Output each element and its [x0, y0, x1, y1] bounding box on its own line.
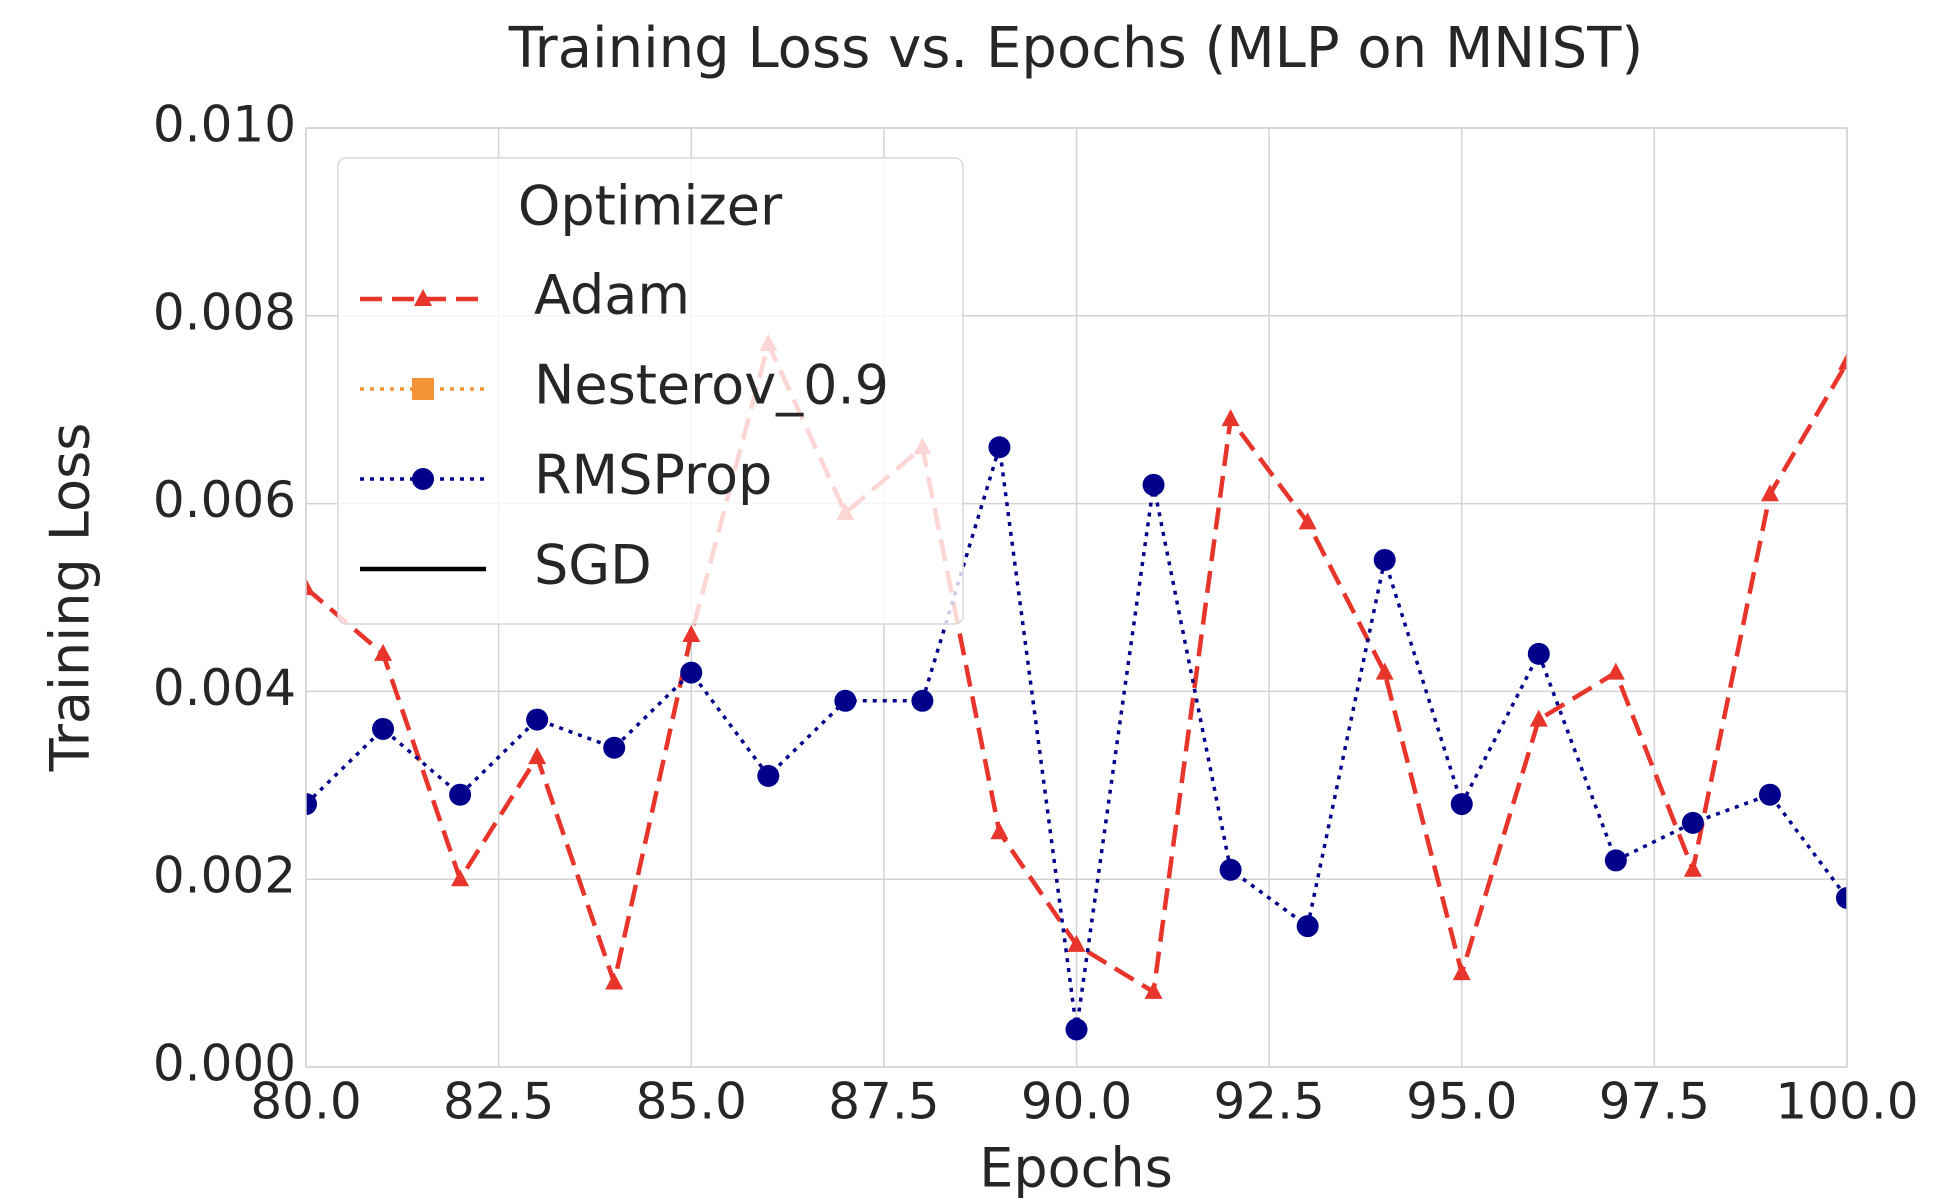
- legend-marker: [414, 289, 432, 306]
- marker: [1375, 662, 1394, 680]
- marker: [1296, 915, 1319, 938]
- marker: [449, 783, 472, 806]
- marker: [1067, 934, 1086, 952]
- y-tick-label: 0.006: [153, 471, 296, 529]
- x-axis-label: Epochs: [979, 1137, 1172, 1200]
- x-tick-label: 100.0: [1775, 1073, 1918, 1131]
- x-tick-label: 90.0: [1021, 1073, 1132, 1131]
- x-tick-label: 80.0: [250, 1073, 361, 1131]
- marker: [526, 708, 549, 731]
- marker: [528, 747, 547, 765]
- marker: [1836, 886, 1847, 909]
- marker: [1065, 1018, 1088, 1041]
- marker: [374, 643, 393, 661]
- marker: [1219, 858, 1242, 881]
- marker: [834, 689, 857, 712]
- marker: [680, 661, 703, 684]
- legend-title: Optimizer: [518, 175, 783, 238]
- y-axis-label: Training Loss: [39, 423, 102, 773]
- marker: [1142, 473, 1165, 496]
- marker: [1298, 512, 1317, 530]
- marker: [990, 822, 1009, 840]
- legend-label: Nesterov_0.9: [534, 354, 889, 417]
- marker: [306, 578, 315, 596]
- legend: Optimizer Adam Nesterov_0.9 RMSProp SGD: [337, 157, 964, 625]
- marker: [1758, 783, 1781, 806]
- plot-frame: [305, 127, 1848, 1068]
- legend-label: SGD: [534, 534, 652, 597]
- axes: 80.0 82.5 85.0 87.5 90.0 92.5 95.0 97.5 100.0 0.0…: [153, 96, 1919, 1131]
- marker: [1683, 859, 1702, 877]
- marker: [1221, 409, 1240, 427]
- marker: [1450, 793, 1473, 816]
- x-tick-label: 85.0: [636, 1073, 747, 1131]
- marker: [1681, 811, 1704, 834]
- marker: [605, 972, 624, 990]
- y-tick-label: 0.010: [153, 96, 296, 154]
- x-tick-label: 97.5: [1599, 1073, 1710, 1131]
- marker: [911, 689, 934, 712]
- marker: [1760, 484, 1779, 502]
- x-tick-label: 92.5: [1213, 1073, 1324, 1131]
- marker: [1838, 352, 1847, 370]
- x-tick-label: 87.5: [828, 1073, 939, 1131]
- y-tick-label: 0.008: [153, 283, 296, 341]
- x-tick-label: 82.5: [443, 1073, 554, 1131]
- marker: [682, 625, 701, 643]
- legend-marker: [412, 378, 434, 400]
- marker: [1373, 548, 1396, 571]
- legend-box: [337, 157, 964, 625]
- marker: [988, 436, 1011, 459]
- marker: [1144, 981, 1163, 999]
- y-tick-label: 0.000: [153, 1035, 296, 1093]
- marker: [1527, 642, 1550, 665]
- marker: [1606, 662, 1625, 680]
- marker: [451, 869, 470, 887]
- marker: [1452, 963, 1471, 981]
- marker: [1529, 709, 1548, 727]
- marker: [372, 717, 395, 740]
- legend-label: RMSProp: [534, 444, 772, 507]
- marker: [1604, 849, 1627, 872]
- y-tick-label: 0.002: [153, 847, 296, 905]
- x-tick-label: 95.0: [1406, 1073, 1517, 1131]
- marker: [306, 793, 317, 816]
- marker: [603, 736, 626, 759]
- y-tick-label: 0.004: [153, 659, 296, 717]
- marker: [757, 764, 780, 787]
- chart-title: Training Loss vs. Epochs (MLP on MNIST): [508, 16, 1644, 81]
- legend-marker: [412, 468, 434, 490]
- series: [306, 333, 1847, 1041]
- legend-label: Adam: [534, 264, 690, 327]
